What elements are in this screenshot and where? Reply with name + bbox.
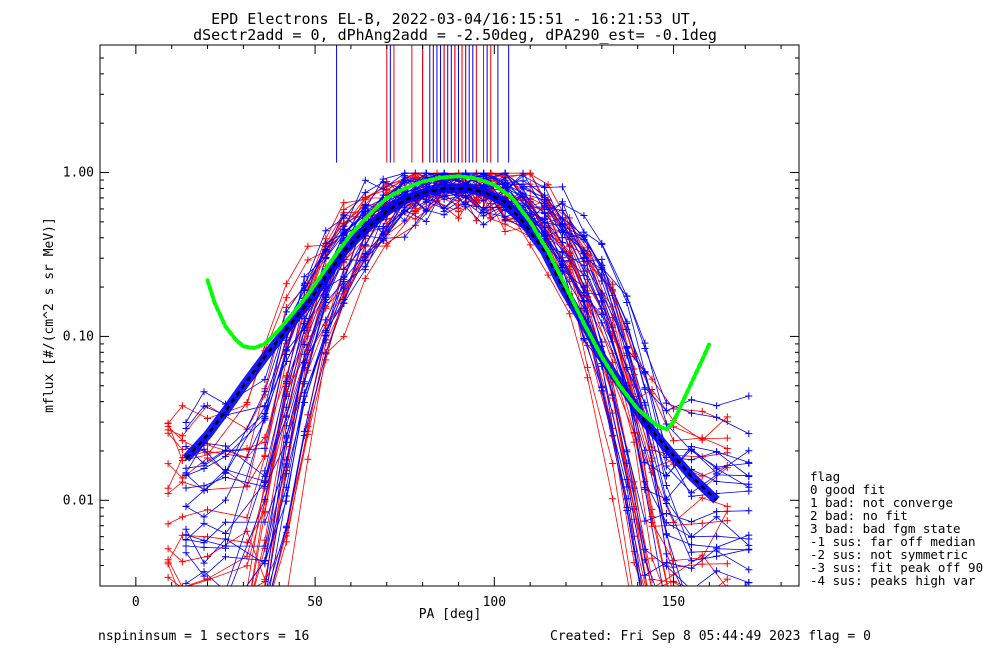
series-red-line	[167, 172, 728, 490]
footer-right: Created: Fri Sep 8 05:44:49 2023 flag = …	[550, 629, 871, 644]
y-axis-label: mflux [#/(cm^2 s sr MeV)]	[42, 217, 57, 413]
legend-item: 2 bad: no fit	[810, 508, 908, 523]
plot-frame	[99, 44, 800, 587]
legend-item: -3 sus: fit peak off 90	[810, 560, 983, 575]
title: EPD Electrons EL-B, 2022-03-04/16:15:51 …	[193, 10, 717, 44]
legend-item: -2 sus: not symmetric	[810, 547, 968, 562]
fit-curve	[205, 174, 712, 433]
series-blue-line	[185, 193, 749, 478]
x-tick-label: 0	[132, 595, 140, 610]
series-blue-line	[185, 184, 750, 571]
series-red-points	[164, 181, 731, 444]
series-red-points	[164, 169, 731, 493]
legend-item: 0 good fit	[810, 482, 885, 497]
legend-item: -4 sus: peaks high var	[810, 573, 976, 588]
series-red-points	[164, 169, 731, 566]
y-tick-label: 0.01	[63, 493, 94, 508]
footer-left: nspininsum = 1 sectors = 16	[98, 629, 309, 644]
series-blue-line	[185, 172, 749, 544]
axes: 0 50 100 150 0.01 0.10 1.00	[63, 44, 799, 610]
title-line-2: dSectr2add = 0, dPhAng2add = -2.50deg, d…	[193, 26, 717, 44]
legend-item: -1 sus: far off median	[810, 534, 976, 549]
series-red-points	[164, 169, 731, 490]
series-red-line	[167, 184, 728, 441]
series-blue-line	[185, 172, 749, 434]
x-tick-label: 50	[307, 595, 323, 610]
x-tick-label: 150	[662, 595, 685, 610]
series-blue-points	[182, 169, 753, 579]
peak-markers	[336, 45, 510, 163]
x-tick-label: 100	[483, 595, 506, 610]
series-blue-points	[182, 169, 753, 438]
y-tick-label: 0.10	[63, 329, 94, 344]
legend-item: 3 bad: bad fgm state	[810, 521, 961, 536]
title-line-1: EPD Electrons EL-B, 2022-03-04/16:15:51 …	[211, 10, 699, 28]
x-axis-label: PA [deg]	[419, 607, 482, 622]
series-red-line	[167, 179, 728, 437]
legend-item: 1 bad: not converge	[810, 495, 953, 510]
series-lines	[164, 169, 753, 586]
legend: flag 0 good fit 1 bad: not converge 2 ba…	[810, 469, 983, 588]
legend-title: flag	[810, 469, 840, 484]
y-tick-label: 1.00	[63, 166, 94, 181]
fit-curves	[182, 174, 720, 504]
series-red-points	[164, 176, 731, 440]
